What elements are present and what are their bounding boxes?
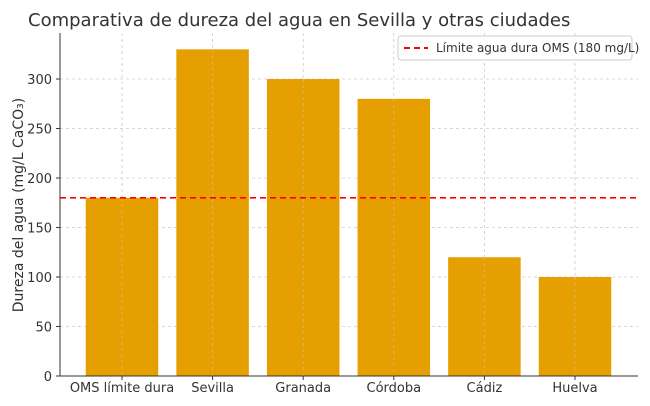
legend-label: Límite agua dura OMS (180 mg/L) [436,41,639,55]
bar-5 [448,257,521,376]
chart-title: Comparativa de dureza del agua en Sevill… [28,10,570,31]
y-tick-label: 200 [27,172,52,187]
x-tick-label: Granada [275,381,331,396]
x-tick-label: Córdoba [367,381,422,396]
x-tick-label: Huelva [552,381,597,396]
legend-box [397,35,633,61]
y-tick-label: 150 [27,222,52,237]
legend: Límite agua dura OMS (180 mg/L) [397,35,639,61]
bar-1 [85,197,159,376]
y-tick-label: 300 [27,73,52,88]
x-tick-label: OMS límite dura [70,381,174,396]
y-tick-label: 0 [44,370,52,385]
x-tick-label: Cádiz [467,381,503,396]
y-tick-label: 250 [27,123,52,138]
x-tick-label: Sevilla [191,381,234,396]
y-tick-label: 100 [27,271,52,286]
y-axis-label: Dureza del agua (mg/L CaCO₃) [11,98,27,312]
y-tick-label: 50 [35,321,52,336]
